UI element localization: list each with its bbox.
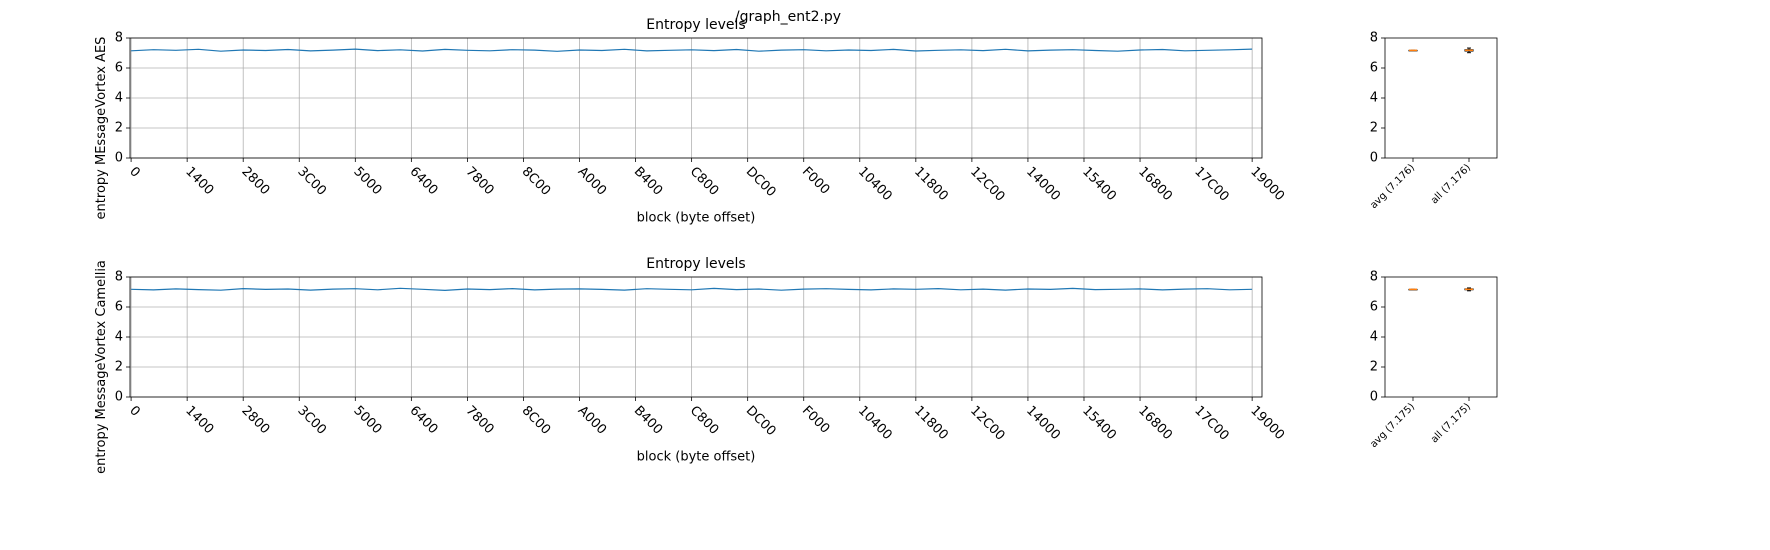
y-tick-label: 2 [115,360,123,375]
x-tick-label: 5000 [350,164,384,198]
x-tick-label: all (7.176) [1429,162,1473,206]
x-tick-label: 6400 [407,403,441,437]
y-tick-label: 6 [115,300,123,315]
x-tick-label: B400 [631,403,665,437]
y-axis-label: entropy MEssageVortex AES [94,37,109,220]
x-tick-label: F000 [799,403,832,436]
y-tick-label: 4 [115,91,123,106]
y-tick-label: 6 [1370,61,1378,76]
axes-frame [1384,37,1498,159]
x-tick-label: 10400 [855,164,895,204]
x-tick-label: A000 [575,164,609,198]
x-tick-label: 2800 [238,164,272,198]
axes-frame [1384,276,1498,398]
y-tick-label: 0 [115,151,123,166]
y-tick-label: 6 [115,61,123,76]
x-tick-label: C800 [687,164,722,199]
y-tick-label: 8 [1370,270,1378,285]
x-tick-label: C800 [687,403,722,438]
axes-title: Entropy levels [646,17,745,33]
x-tick-label: 7800 [463,403,497,437]
x-tick-label: 5000 [350,403,384,437]
axes-frame [129,276,1263,398]
x-tick-label: avg (7.175) [1368,401,1417,450]
x-tick-label: 2800 [238,403,272,437]
x-tick-label: 0 [126,164,142,180]
y-tick-label: 8 [115,31,123,46]
y-tick-label: 4 [1370,91,1378,106]
x-tick-label: B400 [631,164,665,198]
x-tick-label: all (7.175) [1429,401,1473,445]
entropy-line [131,48,1253,52]
y-tick-label: 8 [1370,31,1378,46]
x-axis-label: block (byte offset) [637,450,756,465]
x-tick-label: 12C00 [967,403,1007,443]
x-tick-label: 19000 [1247,403,1287,443]
x-tick-label: 16800 [1135,403,1175,443]
x-tick-label: F000 [799,164,832,197]
x-tick-label: 7800 [463,164,497,198]
y-tick-label: 2 [1370,360,1378,375]
x-tick-label: 15400 [1079,403,1119,443]
y-axis-label: entropy MessageVortex Camellia [94,260,109,474]
x-tick-label: A000 [575,403,609,437]
x-tick-label: 0 [126,403,142,419]
axes-title: Entropy levels [646,256,745,272]
x-tick-label: DC00 [743,164,779,200]
x-tick-label: avg (7.176) [1368,162,1417,211]
x-axis-label: block (byte offset) [637,211,756,226]
y-tick-label: 2 [115,121,123,136]
y-tick-label: 0 [1370,390,1378,405]
x-tick-label: 11800 [911,403,951,443]
x-tick-label: DC00 [743,403,779,439]
x-tick-label: 10400 [855,403,895,443]
y-tick-label: 0 [115,390,123,405]
x-tick-label: 8C00 [519,403,554,438]
x-tick-label: 17C00 [1191,164,1231,204]
y-tick-label: 2 [1370,121,1378,136]
x-tick-label: 8C00 [519,164,554,199]
figure-title: /graph_ent2.py [735,9,841,25]
x-tick-label: 1400 [182,403,216,437]
x-tick-label: 15400 [1079,164,1119,204]
axes-frame [129,37,1263,159]
y-tick-label: 8 [115,270,123,285]
x-tick-label: 6400 [407,164,441,198]
y-tick-label: 0 [1370,151,1378,166]
x-tick-label: 3C00 [294,164,329,199]
y-tick-label: 4 [115,330,123,345]
x-tick-label: 17C00 [1191,403,1231,443]
x-tick-label: 11800 [911,164,951,204]
x-tick-label: 16800 [1135,164,1175,204]
x-tick-label: 12C00 [967,164,1007,204]
y-tick-label: 4 [1370,330,1378,345]
x-tick-label: 14000 [1023,164,1063,204]
x-tick-label: 1400 [182,164,216,198]
x-tick-label: 3C00 [294,403,329,438]
y-tick-label: 6 [1370,300,1378,315]
x-tick-label: 19000 [1247,164,1287,204]
entropy-line [131,287,1253,292]
x-tick-label: 14000 [1023,403,1063,443]
